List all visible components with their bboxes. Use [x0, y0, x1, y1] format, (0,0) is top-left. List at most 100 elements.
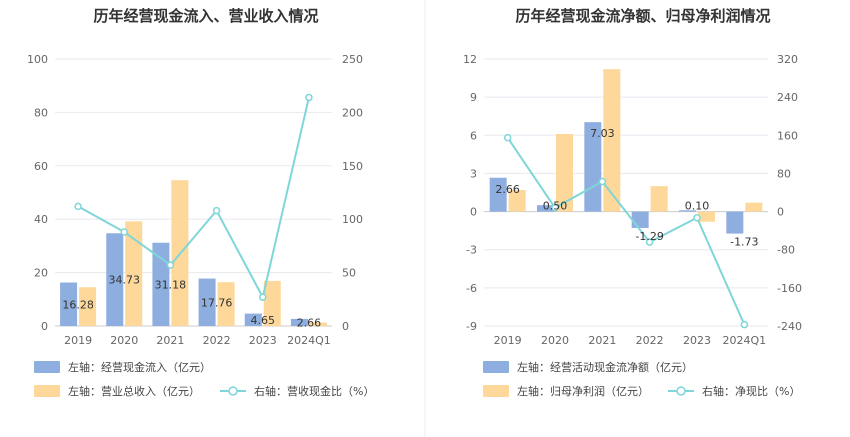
ratio-line: [74, 93, 313, 301]
bar-series-2: [263, 280, 281, 326]
bar-series-1: [244, 313, 262, 326]
legend-swatch: [34, 361, 60, 373]
data-label: 31.18: [155, 278, 187, 291]
bar-series-1: [60, 282, 78, 326]
left-tick-label: 9: [470, 91, 477, 104]
ratio-line-point: [503, 133, 512, 142]
ratio-line-path: [77, 97, 310, 300]
x-tick-label: 2023: [683, 334, 711, 347]
legend-item-bar1[interactable]: 左轴：经营活动现金流净额（亿元）: [483, 360, 693, 374]
legend-label: 左轴：经营活动现金流净额（亿元）: [517, 360, 693, 374]
legend-marker: [676, 386, 686, 396]
x-tick-label: 2022: [636, 334, 664, 347]
data-label: 4.65: [251, 314, 276, 327]
data-label: 7.03: [590, 127, 615, 140]
bar-series-2: [556, 134, 573, 212]
legend-item-line[interactable]: 右轴：净现比（%）: [668, 384, 800, 398]
bar-series-2: [79, 287, 97, 326]
ratio-line-path: [506, 137, 746, 325]
grid: [484, 58, 768, 327]
left-tick-label: 40: [34, 213, 48, 226]
bar-series-2: [508, 189, 526, 212]
bar-series-1: [537, 205, 554, 212]
bar-series-1: [726, 211, 744, 234]
bar-series-1: [290, 318, 308, 326]
ratio-line-point: [645, 238, 654, 246]
chart-title: 历年经营现金流入、营业收入情况: [93, 7, 318, 25]
right-tick-label: -80: [777, 244, 795, 257]
right-tick-label: 100: [342, 213, 363, 226]
left-axis-ticks: -9 -6 -3 0 3 6 9 12: [463, 53, 477, 333]
ratio-line-point: [166, 261, 175, 269]
bar-series-1: [489, 177, 507, 212]
legend-marker: [228, 386, 238, 396]
right-tick-label: 200: [342, 106, 363, 119]
legend-swatch: [483, 361, 509, 373]
right-tick-label: 150: [342, 160, 363, 173]
left-tick-label: -6: [466, 282, 477, 295]
grid: [55, 58, 332, 327]
bar-series-2: [125, 221, 143, 326]
bar-series-2: [650, 186, 668, 212]
data-labels: 2.66 0.50 7.03 -1.29 0.10 -1.73: [495, 127, 758, 248]
left-tick-label: 12: [463, 53, 477, 66]
x-tick-label: 2019: [494, 334, 522, 347]
data-label: -1.29: [635, 230, 663, 243]
x-tick-label: 2021: [588, 334, 616, 347]
data-labels: 16.28 34.73 31.18 17.76 4.65 2.66: [62, 274, 321, 330]
legend-label: 左轴：营业总收入（亿元）: [68, 384, 200, 398]
legend-label: 右轴：净现比（%）: [702, 384, 800, 398]
bar-series-2: [745, 202, 763, 212]
ratio-line-point: [259, 293, 267, 301]
left-tick-label: 3: [470, 167, 477, 180]
left-tick-label: 100: [27, 53, 48, 66]
bar-series-2: [698, 211, 715, 222]
bar-series-2: [309, 322, 327, 326]
x-tick-label: 2019: [64, 334, 92, 347]
right-axis-ticks: -240 -160 -80 0 80 160 240 320: [777, 53, 802, 333]
right-tick-label: -240: [777, 320, 802, 333]
left-tick-label: 20: [34, 267, 48, 280]
data-label: 2.66: [495, 183, 520, 196]
legend-item-line[interactable]: 右轴：营收现金比（%）: [220, 384, 374, 398]
legend-item-bar2[interactable]: 左轴：归母净利润（亿元）: [483, 384, 649, 398]
x-tick-label: 2023: [249, 334, 277, 347]
legend-item-bar2[interactable]: 左轴：营业总收入（亿元）: [34, 384, 200, 398]
left-tick-label: 0: [41, 320, 48, 333]
ratio-line-point: [598, 177, 607, 186]
left-tick-label: 80: [34, 106, 48, 119]
legend-item-bar1[interactable]: 左轴：经营现金流入（亿元）: [34, 360, 211, 374]
bar-series-1: [152, 242, 170, 326]
bar-series-2: [217, 282, 235, 326]
data-label: 16.28: [62, 298, 94, 311]
ratio-line-point: [551, 204, 559, 212]
right-tick-label: 0: [342, 320, 349, 333]
right-tick-label: 0: [777, 206, 784, 219]
right-tick-label: 80: [777, 167, 791, 180]
legend-swatch: [483, 385, 509, 397]
legend-label: 左轴：经营现金流入（亿元）: [68, 360, 211, 374]
x-tick-label: 2020: [110, 334, 138, 347]
x-tick-label: 2021: [156, 334, 184, 347]
x-tick-label: 2024Q1: [287, 334, 331, 347]
ratio-line: [503, 133, 749, 329]
bar-series-1: [106, 233, 124, 326]
ratio-line-point: [693, 214, 701, 222]
left-tick-label: -3: [466, 244, 477, 257]
data-label: 34.73: [109, 274, 141, 287]
legend-swatch: [34, 385, 60, 397]
data-label: -1.73: [730, 236, 758, 249]
chart-cashflow-revenue: 历年经营现金流入、营业收入情况 0 20 40 60 80 100 0 50 100 150 20…: [27, 7, 374, 398]
left-tick-label: 0: [470, 206, 477, 219]
left-tick-label: -9: [466, 320, 477, 333]
x-axis-ticks: 2019 2020 2021 2022 2023 2024Q1: [494, 334, 766, 347]
x-tick-label: 2024Q1: [723, 334, 767, 347]
bar-series-2: [603, 69, 621, 212]
right-tick-label: -160: [777, 282, 802, 295]
bar-series-1: [631, 211, 649, 228]
bars: [60, 180, 327, 326]
bar-series-1: [679, 210, 696, 212]
chart-title: 历年经营现金流净额、归母净利润情况: [515, 7, 770, 25]
ratio-line-point: [212, 206, 221, 215]
